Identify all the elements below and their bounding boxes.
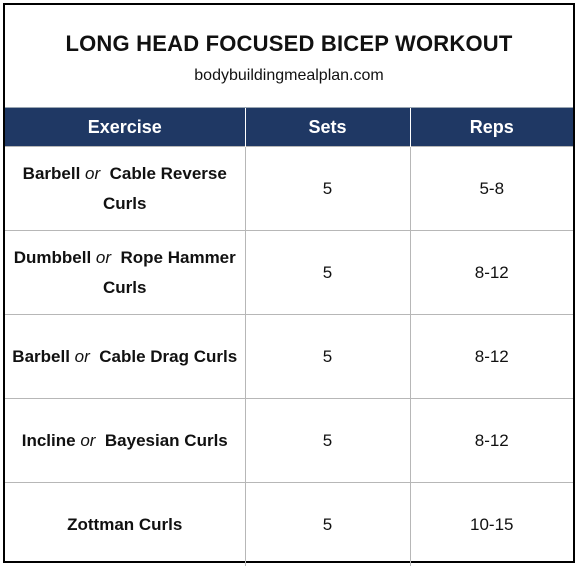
workout-card: LONG HEAD FOCUSED BICEP WORKOUT bodybuil… (3, 3, 575, 563)
exercise-cell: Incline or Bayesian Curls (5, 399, 245, 483)
workout-table: Exercise Sets Reps Barbell or Cable Reve… (5, 108, 573, 566)
reps-cell: 8-12 (410, 399, 573, 483)
column-header-reps: Reps (410, 108, 573, 147)
column-header-sets: Sets (245, 108, 410, 147)
sets-cell: 5 (245, 483, 410, 566)
reps-cell: 10-15 (410, 483, 573, 566)
or-text: or (85, 164, 100, 183)
reps-cell: 8-12 (410, 315, 573, 399)
table-row: Barbell or Cable Reverse Curls 5 5-8 (5, 147, 573, 231)
exercise-option-a: Dumbbell (14, 248, 91, 267)
exercise-cell: Barbell or Cable Reverse Curls (5, 147, 245, 231)
source-website: bodybuildingmealplan.com (5, 67, 573, 85)
sets-cell: 5 (245, 399, 410, 483)
table-row: Incline or Bayesian Curls 5 8-12 (5, 399, 573, 483)
column-header-exercise: Exercise (5, 108, 245, 147)
reps-cell: 8-12 (410, 231, 573, 315)
exercise-option-b: Bayesian Curls (105, 431, 228, 450)
card-header: LONG HEAD FOCUSED BICEP WORKOUT bodybuil… (5, 5, 573, 108)
or-text: or (80, 431, 95, 450)
exercise-cell: Barbell or Cable Drag Curls (5, 315, 245, 399)
sets-cell: 5 (245, 315, 410, 399)
exercise-option-a: Zottman Curls (67, 515, 182, 534)
table-row: Zottman Curls 5 10-15 (5, 483, 573, 566)
reps-cell: 5-8 (410, 147, 573, 231)
exercise-option-a: Barbell (12, 347, 70, 366)
exercise-option-b: Rope Hammer Curls (103, 248, 236, 297)
exercise-cell: Dumbbell or Rope Hammer Curls (5, 231, 245, 315)
exercise-option-b: Cable Reverse Curls (103, 164, 227, 213)
or-text: or (75, 347, 90, 366)
exercise-option-a: Barbell (23, 164, 81, 183)
exercise-option-a: Incline (22, 431, 76, 450)
table-row: Dumbbell or Rope Hammer Curls 5 8-12 (5, 231, 573, 315)
exercise-option-b: Cable Drag Curls (99, 347, 237, 366)
exercise-cell: Zottman Curls (5, 483, 245, 566)
sets-cell: 5 (245, 231, 410, 315)
or-text: or (96, 248, 111, 267)
page-title: LONG HEAD FOCUSED BICEP WORKOUT (5, 5, 573, 57)
table-row: Barbell or Cable Drag Curls 5 8-12 (5, 315, 573, 399)
sets-cell: 5 (245, 147, 410, 231)
table-header-row: Exercise Sets Reps (5, 108, 573, 147)
